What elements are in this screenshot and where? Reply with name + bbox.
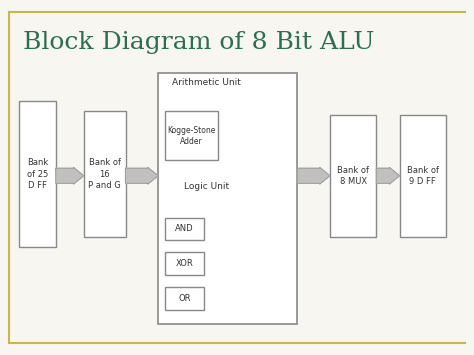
Bar [18,101,56,247]
Bar [330,115,376,237]
Bar [400,115,446,237]
Text: Kogge-Stone
Adder: Kogge-Stone Adder [167,126,216,146]
Polygon shape [56,168,84,184]
Bar [165,252,204,275]
Bar [165,287,204,310]
Text: AND: AND [175,224,194,233]
Text: OR: OR [179,294,191,303]
Text: Bank
of 25
D FF: Bank of 25 D FF [27,158,48,190]
Text: Logic Unit: Logic Unit [184,182,229,191]
Bar [84,111,126,237]
Text: Bank of
16
P and G: Bank of 16 P and G [88,158,121,190]
Polygon shape [297,168,330,184]
Polygon shape [376,168,400,184]
Bar [165,111,219,160]
Text: Arithmetic Unit: Arithmetic Unit [173,78,241,87]
Bar [165,218,204,240]
Polygon shape [126,168,158,184]
Text: Block Diagram of 8 Bit ALU: Block Diagram of 8 Bit ALU [23,31,374,54]
Text: XOR: XOR [176,259,193,268]
Text: Bank of
8 MUX: Bank of 8 MUX [337,165,369,186]
Bar [158,73,297,324]
Text: Bank of
9 D FF: Bank of 9 D FF [407,165,439,186]
